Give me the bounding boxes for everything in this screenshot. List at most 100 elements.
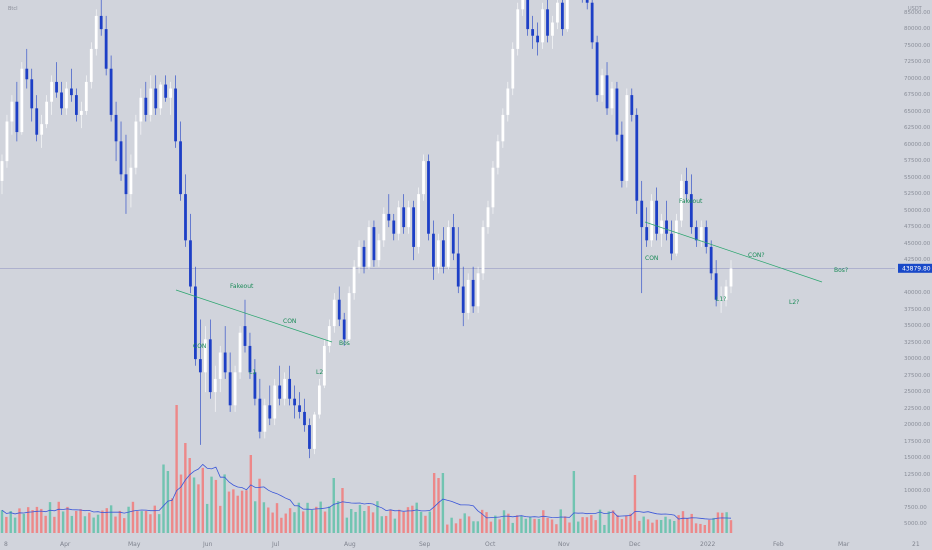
volume-bar	[642, 516, 645, 533]
candle-body	[45, 101, 49, 125]
volume-bar	[681, 511, 685, 533]
candle-body	[412, 207, 416, 247]
candle-body	[620, 134, 624, 181]
volume-bar	[638, 520, 641, 533]
current-price-badge[interactable]: 43879.80	[898, 263, 932, 273]
candle-body	[382, 213, 386, 241]
volume-bar	[118, 510, 122, 533]
time-axis[interactable]: 8 Apr May Jun Jul Aug Sep Oct Nov Dec 2022 Feb Mar 21	[4, 541, 920, 548]
price-tick-label: 70000.00	[904, 76, 931, 82]
price-tick-label: 15000.00	[904, 455, 931, 461]
candle-body	[675, 220, 678, 254]
volume-bar	[620, 519, 624, 533]
volume-bar	[66, 506, 69, 533]
volume-bar	[271, 512, 274, 533]
volume-bar	[319, 501, 322, 533]
candle-body	[144, 97, 148, 115]
time-tick-label: 2022	[700, 541, 715, 548]
candle-body	[456, 253, 460, 287]
volume-bar	[598, 509, 602, 533]
volume-bar	[262, 502, 266, 533]
volume-bar	[633, 475, 637, 533]
volume-bar	[210, 476, 213, 533]
volume-bar	[253, 501, 257, 533]
candle-body	[466, 279, 470, 313]
annotation-con-upper-left: CON	[283, 318, 296, 325]
candle-body	[55, 81, 58, 93]
volume-bar	[227, 491, 231, 533]
price-tick-label: 80000.00	[904, 26, 931, 32]
candle-body	[347, 293, 351, 340]
volume-bar	[528, 516, 532, 533]
volume-bar	[467, 516, 471, 533]
volume-bar	[703, 524, 707, 533]
price-badge-bg	[898, 263, 932, 273]
candle-body	[273, 385, 277, 419]
time-tick-label: Nov	[558, 541, 570, 548]
candle-body	[15, 101, 19, 133]
candle-body	[223, 352, 227, 373]
candle-body	[590, 2, 594, 43]
volume-bar	[694, 523, 698, 533]
candle-body	[25, 68, 29, 80]
annotation-fakeout-left: Fakeout	[230, 283, 254, 290]
volume-bar	[476, 521, 480, 533]
candle-body	[89, 48, 93, 82]
volume-bar	[354, 511, 357, 533]
candle-body	[124, 174, 128, 195]
price-tick-label: 42500.00	[904, 257, 931, 263]
volume-bar	[721, 512, 724, 533]
volume-bar	[489, 521, 493, 533]
price-tick-label: 65000.00	[904, 109, 931, 115]
volume-bar	[214, 479, 218, 533]
volume-bar	[520, 516, 523, 533]
candle-body	[546, 9, 549, 36]
volume-bar	[205, 503, 209, 533]
candle-body	[119, 141, 123, 175]
volume-bar	[363, 511, 366, 533]
volume-bar	[646, 519, 650, 533]
candle-body	[362, 246, 366, 267]
candle-body	[560, 2, 564, 30]
candle-body	[184, 194, 187, 241]
candle-body	[476, 273, 480, 307]
candle-body	[258, 398, 262, 432]
candle-body	[233, 372, 237, 406]
volume-bar	[625, 515, 628, 533]
time-tick-label: Aug	[344, 541, 356, 548]
volume-bar	[585, 517, 589, 533]
volume-bar	[48, 502, 52, 533]
volume-bar	[53, 516, 56, 533]
candle-body	[263, 405, 267, 432]
volume-bar	[419, 511, 423, 533]
volume-bar	[537, 518, 541, 533]
volume-bar	[232, 489, 235, 533]
volume-bar	[88, 512, 91, 533]
volume-bar	[0, 510, 4, 533]
candle-body	[491, 167, 495, 208]
candle-body	[20, 68, 24, 133]
candle-body	[10, 101, 14, 122]
candle-body	[327, 326, 331, 346]
volume-bar	[472, 521, 475, 533]
candle-body	[129, 167, 133, 195]
volume-bar	[572, 471, 576, 533]
candle-body	[471, 279, 475, 307]
volume-bar	[402, 511, 405, 533]
volume-bar	[293, 512, 296, 533]
volume-bar	[149, 514, 152, 533]
volume-bar	[690, 513, 693, 533]
candle-body	[446, 227, 450, 267]
candle-body	[660, 220, 663, 234]
volume-bar	[201, 467, 205, 533]
candle-body	[179, 141, 182, 195]
candle-body	[521, 0, 525, 10]
candle-body	[94, 15, 98, 49]
volume-bar	[114, 516, 117, 533]
candle-body	[203, 339, 207, 373]
time-tick-label: Feb	[773, 541, 784, 548]
volume-bar	[188, 458, 191, 533]
price-axis[interactable]: 85000.00 80000.00 75000.00 72500.00 70000.00…	[904, 10, 931, 527]
volume-bar	[101, 510, 104, 533]
